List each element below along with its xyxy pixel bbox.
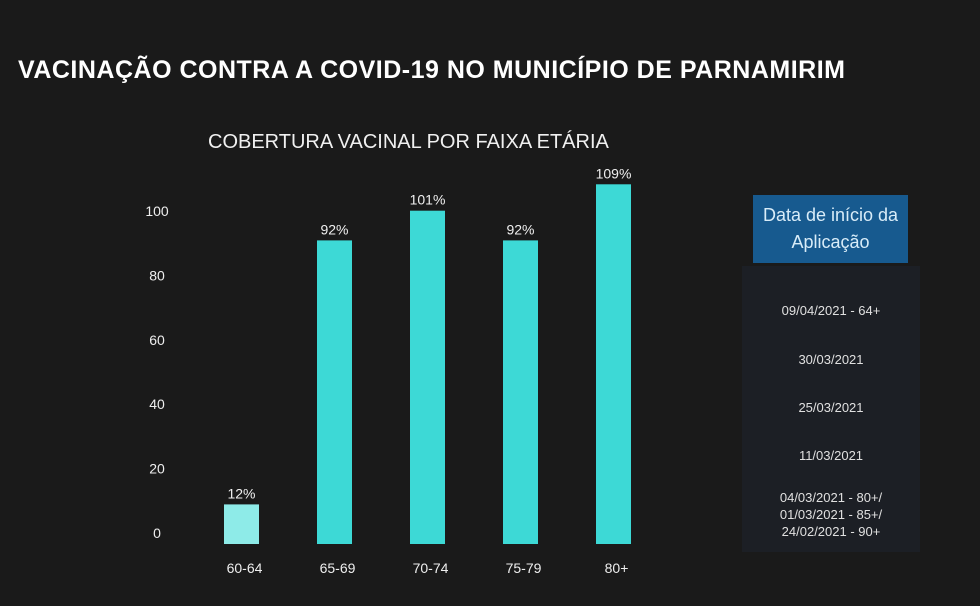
x-tick-label: 80+ bbox=[605, 560, 629, 576]
data-label: 109% bbox=[596, 165, 632, 181]
bar-chart: 0 20 40 60 80 100 12% 60-64 92% 65-69 101% 70-74 92%… bbox=[145, 165, 632, 576]
legend-panel: 09/04/2021 - 64+ 30/03/2021 25/03/2021 1… bbox=[742, 266, 920, 552]
data-label: 12% bbox=[227, 485, 255, 501]
y-tick-label: 100 bbox=[145, 203, 169, 219]
bar-60-64 bbox=[224, 504, 259, 544]
x-tick-label: 65-69 bbox=[320, 560, 356, 576]
legend-item: 25/03/2021 bbox=[798, 400, 864, 415]
legend-item: 09/04/2021 - 64+ bbox=[781, 303, 881, 318]
y-tick-label: 80 bbox=[149, 267, 165, 283]
legend-header: Data de início da Aplicação bbox=[753, 195, 908, 263]
y-tick-label: 0 bbox=[153, 525, 161, 541]
y-tick-label: 40 bbox=[149, 396, 165, 412]
legend-item: 04/03/2021 - 80+/ 01/03/2021 - 85+/ 24/0… bbox=[779, 490, 883, 539]
bar-80+ bbox=[596, 184, 631, 545]
data-label: 92% bbox=[320, 221, 348, 237]
page-title: VACINAÇÃO CONTRA A COVID-19 NO MUNICÍPIO… bbox=[18, 56, 846, 84]
data-label: 92% bbox=[506, 221, 534, 237]
bar-70-74 bbox=[410, 210, 445, 544]
bar-65-69 bbox=[317, 240, 352, 544]
y-tick-label: 20 bbox=[149, 461, 165, 477]
bar-75-79 bbox=[503, 240, 538, 544]
legend-item: 30/03/2021 bbox=[798, 352, 864, 367]
chart-title: COBERTURA VACINAL POR FAIXA ETÁRIA bbox=[208, 131, 609, 153]
data-label: 101% bbox=[410, 192, 446, 208]
x-tick-label: 70-74 bbox=[413, 560, 449, 576]
y-tick-label: 60 bbox=[149, 332, 165, 348]
x-tick-label: 75-79 bbox=[506, 560, 542, 576]
legend-item: 11/03/2021 bbox=[798, 448, 864, 463]
x-tick-label: 60-64 bbox=[227, 560, 263, 576]
